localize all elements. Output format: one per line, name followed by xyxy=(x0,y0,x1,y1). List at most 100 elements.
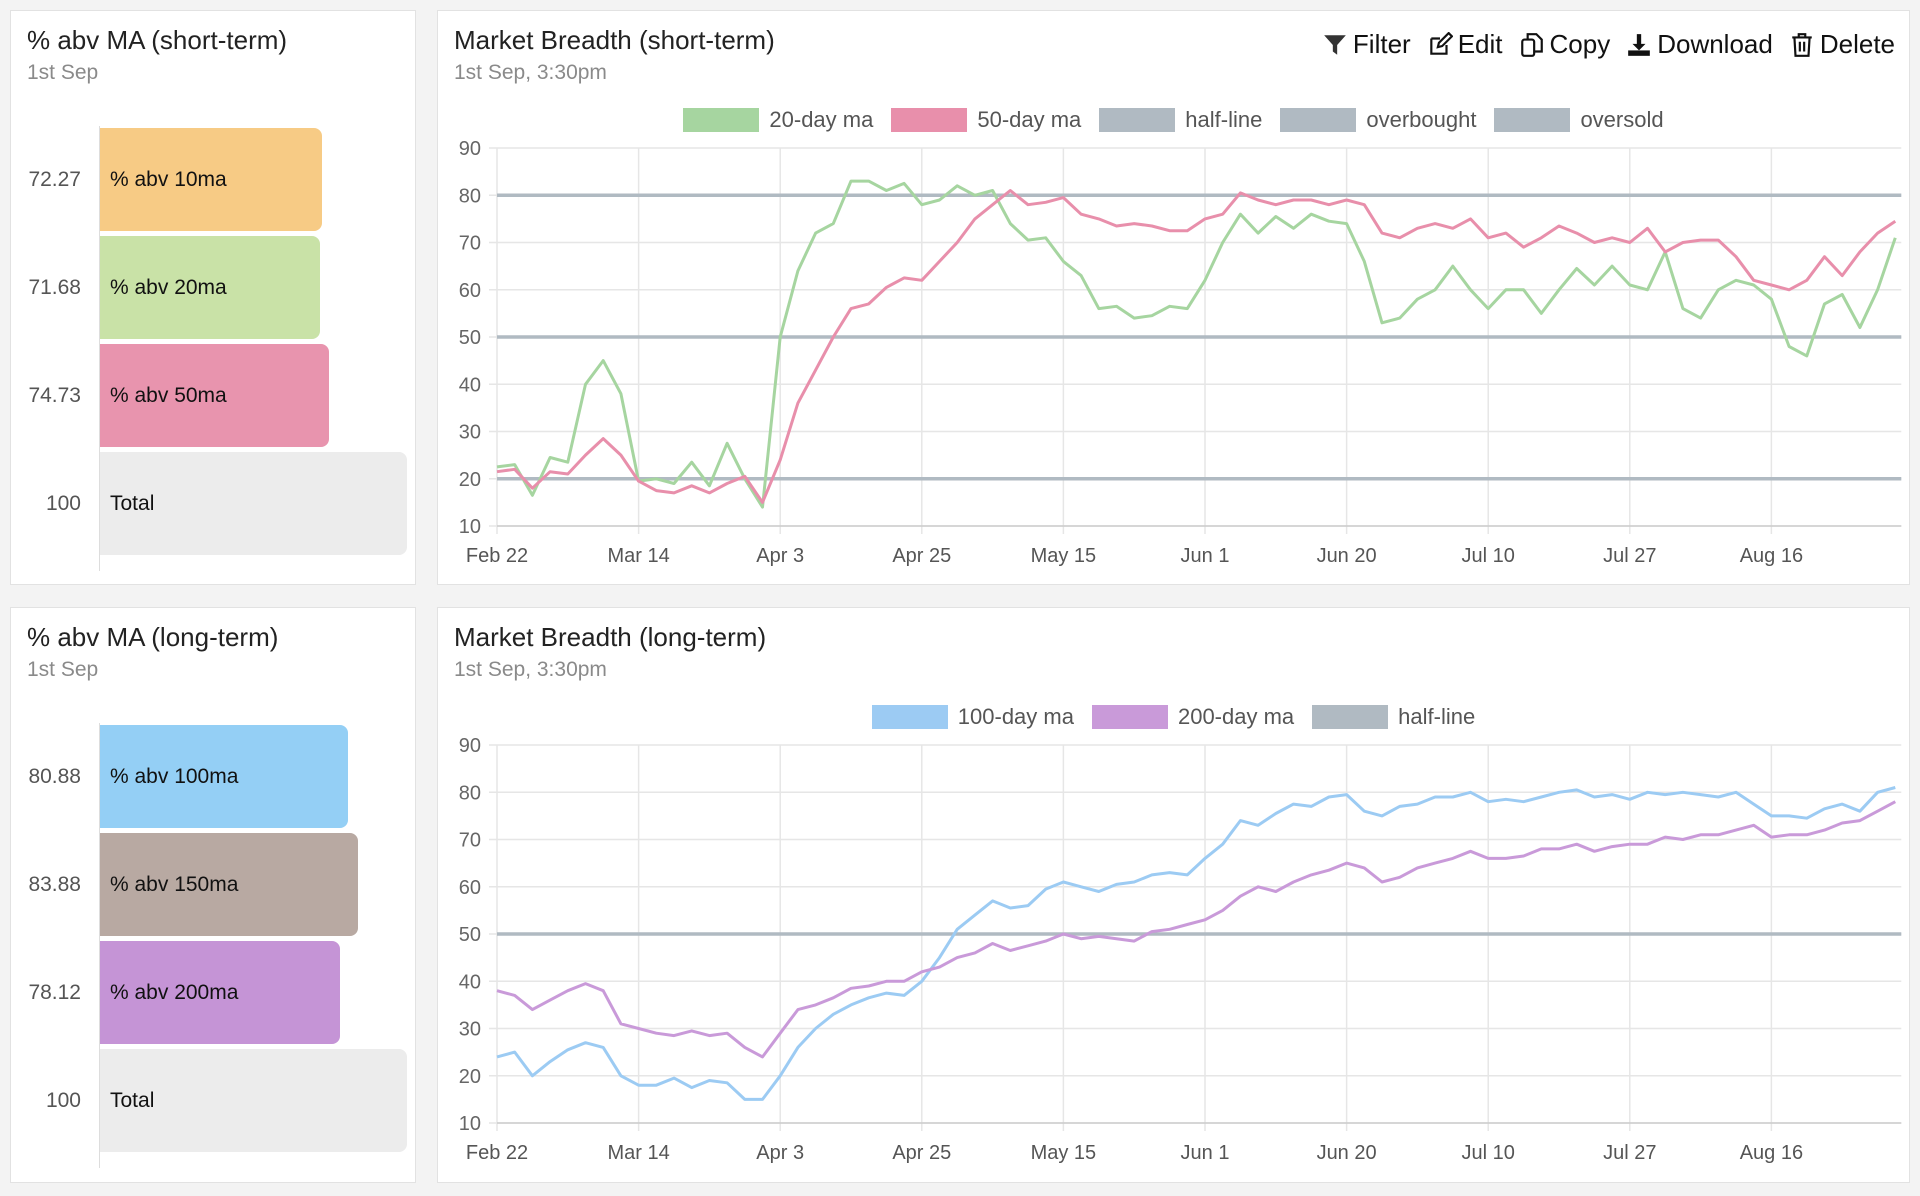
bar-label: % abv 50ma xyxy=(110,383,227,407)
short-term-line-chart: 90 80 70 60 50 40 30 20 10 Feb 22 Mar 14 Apr 3 Apr 2… xyxy=(459,138,1902,567)
x-tick-label: Apr 3 xyxy=(756,1142,804,1164)
panel-subtitle: 1st Sep xyxy=(27,61,99,84)
series-line-50-day-ma xyxy=(496,189,1897,504)
x-tick-label: May 15 xyxy=(1031,545,1097,567)
long-term-bars-panel: % abv MA (long-term) 1st Sep 80.88 % abv … xyxy=(10,607,416,1183)
bar-label: Total xyxy=(110,491,155,515)
y-tick-label: 60 xyxy=(459,280,481,302)
panel-title: % abv MA (short-term) xyxy=(27,25,288,55)
bar[interactable]: Total xyxy=(100,1049,407,1152)
legend-swatch xyxy=(871,705,948,729)
filter-button[interactable]: Filter xyxy=(1322,29,1411,60)
copy-button[interactable]: Copy xyxy=(1519,29,1611,60)
x-tick-label: Jun 20 xyxy=(1317,545,1377,567)
trash-icon xyxy=(1792,32,1812,57)
edit-button[interactable]: Edit xyxy=(1427,29,1503,60)
x-tick-label: May 15 xyxy=(1031,1142,1097,1164)
bar-label: % abv 10ma xyxy=(110,167,227,191)
y-tick-label: 70 xyxy=(459,233,481,255)
bar-value: 71.68 xyxy=(28,276,81,299)
legend-label: 50-day ma xyxy=(977,107,1082,132)
legend-item-half-line[interactable]: half-line xyxy=(1312,704,1475,730)
legend-item-overbought[interactable]: overbought xyxy=(1280,107,1476,133)
legend-label: half-line xyxy=(1185,107,1263,132)
bar-list: 80.88% abv 100ma 83.88% abv 150ma 78.12% a… xyxy=(11,608,415,1182)
legend-label: 100-day ma xyxy=(957,704,1074,729)
y-tick-label: 90 xyxy=(459,138,481,160)
y-tick-label: 20 xyxy=(459,469,481,491)
y-tick-label: 50 xyxy=(459,327,481,349)
chart-subtitle: 1st Sep, 3:30pm xyxy=(454,658,607,681)
y-tick-label: 10 xyxy=(459,1113,481,1135)
bar-value: 83.88 xyxy=(28,873,81,896)
chart-subtitle: 1st Sep, 3:30pm xyxy=(454,61,607,84)
edit-icon xyxy=(1429,31,1453,55)
legend-label: 20-day ma xyxy=(769,107,874,132)
chart-legend: 100-day ma 200-day ma half-line xyxy=(438,704,1909,730)
bar-label: Total xyxy=(110,1088,155,1112)
filter-label: Filter xyxy=(1352,29,1411,59)
y-tick-label: 10 xyxy=(459,516,481,538)
bar-list: 72.27% abv 10ma 71.68% abv 20ma 74.73% abv… xyxy=(11,11,415,584)
x-tick-label: Jun 20 xyxy=(1317,1142,1377,1164)
bar[interactable]: % abv 10ma xyxy=(100,128,322,231)
legend-swatch xyxy=(683,108,760,132)
legend-item-50-day-ma[interactable]: 50-day ma xyxy=(891,107,1081,133)
filter-icon xyxy=(1324,34,1346,55)
legend-label: oversold xyxy=(1580,107,1664,132)
short-term-chart-panel: Market Breadth (short-term) 1st Sep, 3:3… xyxy=(437,10,1910,585)
chart-title: Market Breadth (long-term) xyxy=(454,622,767,652)
x-tick-label: Jul 10 xyxy=(1462,545,1515,567)
y-tick-label: 50 xyxy=(459,924,481,946)
copy-label: Copy xyxy=(1549,29,1611,59)
x-tick-label: Apr 3 xyxy=(756,545,804,567)
chart-title: Market Breadth (short-term) xyxy=(454,25,775,55)
x-tick-label: Feb 22 xyxy=(466,1142,528,1164)
bar-value: 72.27 xyxy=(28,168,81,191)
y-tick-label: 30 xyxy=(459,422,481,444)
delete-button[interactable]: Delete xyxy=(1789,29,1895,60)
bar-axis xyxy=(99,723,100,1168)
bar[interactable]: % abv 200ma xyxy=(100,941,340,1044)
bar[interactable]: Total xyxy=(100,452,407,555)
bar-value: 100 xyxy=(45,1089,81,1112)
long-term-line-chart: 90 80 70 60 50 40 30 20 10 Feb 22 Mar 14 Apr 3 Apr 2… xyxy=(459,735,1902,1164)
x-tick-label: Aug 16 xyxy=(1740,545,1803,567)
legend-label: overbought xyxy=(1366,107,1477,132)
bar-value: 100 xyxy=(45,492,81,515)
long-term-chart-panel: Market Breadth (long-term) 1st Sep, 3:30… xyxy=(437,607,1910,1183)
legend-label: 200-day ma xyxy=(1177,704,1295,729)
series-line-200-day-ma xyxy=(496,800,1897,1059)
chart-legend: 20-day ma 50-day ma half-line overbought… xyxy=(438,107,1909,133)
y-tick-label: 60 xyxy=(459,877,481,899)
legend-item-oversold[interactable]: oversold xyxy=(1494,107,1664,133)
download-button[interactable]: Download xyxy=(1626,29,1773,60)
y-tick-label: 30 xyxy=(459,1019,481,1041)
legend-item-100-day-ma[interactable]: 100-day ma xyxy=(871,704,1074,730)
download-icon xyxy=(1628,33,1651,56)
edit-label: Edit xyxy=(1457,29,1503,59)
legend-label: half-line xyxy=(1398,704,1476,729)
bar[interactable]: % abv 20ma xyxy=(100,236,321,339)
legend-swatch xyxy=(1091,705,1168,729)
y-tick-label: 80 xyxy=(459,782,481,804)
bar[interactable]: % abv 150ma xyxy=(100,833,358,936)
legend-swatch xyxy=(891,108,968,132)
x-tick-label: Feb 22 xyxy=(466,545,528,567)
legend-item-200-day-ma[interactable]: 200-day ma xyxy=(1091,704,1295,730)
delete-label: Delete xyxy=(1819,29,1895,59)
x-tick-label: Apr 25 xyxy=(892,545,951,567)
y-tick-label: 40 xyxy=(459,374,481,396)
legend-item-half-line[interactable]: half-line xyxy=(1099,107,1262,133)
legend-swatch xyxy=(1099,108,1176,132)
legend-item-20-day-ma[interactable]: 20-day ma xyxy=(683,107,873,133)
download-label: Download xyxy=(1657,29,1773,59)
chart-toolbar: Filter Edit Copy Download Delete xyxy=(1322,29,1895,60)
y-tick-label: 40 xyxy=(459,971,481,993)
bar[interactable]: % abv 50ma xyxy=(100,344,330,447)
legend-swatch xyxy=(1494,108,1571,132)
x-tick-label: Aug 16 xyxy=(1740,1142,1803,1164)
bar-value: 80.88 xyxy=(28,765,81,788)
panel-title: % abv MA (long-term) xyxy=(27,622,279,652)
bar[interactable]: % abv 100ma xyxy=(100,725,349,828)
